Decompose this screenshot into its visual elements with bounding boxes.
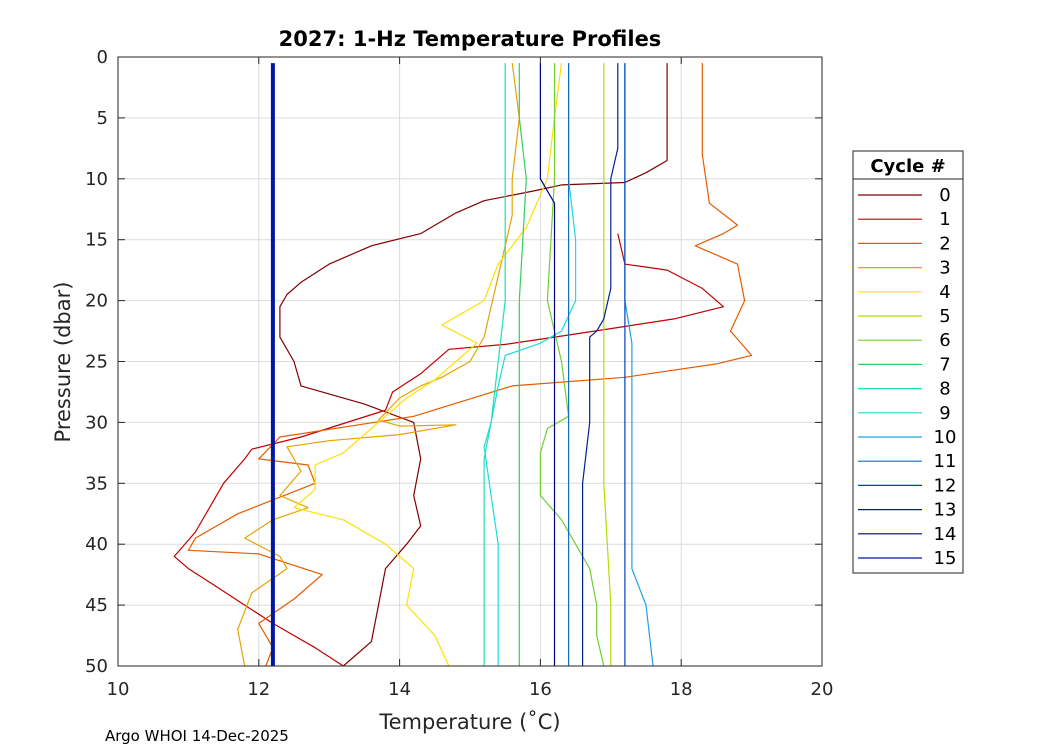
axis-ticks: 10 12 14 16 18 20 0 5 10 15 20 25 30 35 40 45 50 xyxy=(85,47,833,700)
legend-label-cycle-7: 7 xyxy=(939,354,950,375)
series-line-cycle-13 xyxy=(581,63,619,666)
legend-label-cycle-14: 14 xyxy=(934,524,957,545)
legend-label-cycle-4: 4 xyxy=(939,282,950,303)
y-tick-label: 25 xyxy=(85,352,108,373)
x-tick-label: 16 xyxy=(529,679,552,700)
series-line-cycle-1 xyxy=(173,233,725,667)
legend-label-cycle-12: 12 xyxy=(934,475,957,496)
y-tick-label: 10 xyxy=(85,169,108,190)
legend-label-cycle-15: 15 xyxy=(934,548,957,569)
y-tick-label: 35 xyxy=(85,473,108,494)
y-tick-label: 45 xyxy=(85,595,108,616)
legend-box xyxy=(852,150,964,574)
series-line-cycle-7 xyxy=(518,63,527,666)
series-line-cycle-5 xyxy=(603,63,612,666)
series-line-cycle-3 xyxy=(237,63,520,667)
legend-title: Cycle # xyxy=(870,156,945,177)
y-tick-label: 15 xyxy=(85,230,108,251)
legend-label-cycle-13: 13 xyxy=(934,500,957,521)
series-line-cycle-6 xyxy=(539,63,605,667)
series-line-cycle-2 xyxy=(187,63,753,667)
x-tick-label: 10 xyxy=(107,679,130,700)
x-axis-label: Temperature (˚C) xyxy=(378,710,560,734)
x-tick-label: 14 xyxy=(388,679,411,700)
y-axis-label: Pressure (dbar) xyxy=(51,282,75,443)
legend-label-cycle-10: 10 xyxy=(934,427,957,448)
y-tick-label: 0 xyxy=(97,47,108,68)
legend-label-cycle-11: 11 xyxy=(934,451,957,472)
y-tick-label: 5 xyxy=(97,108,108,129)
chart-title: 2027: 1-Hz Temperature Profiles xyxy=(279,27,662,51)
footer-credit: Argo WHOI 14-Dec-2025 xyxy=(105,727,289,745)
series-line-cycle-4 xyxy=(293,63,563,667)
legend-label-cycle-1: 1 xyxy=(939,209,950,230)
y-tick-label: 50 xyxy=(85,656,108,677)
legend-label-cycle-9: 9 xyxy=(939,403,950,424)
x-tick-label: 18 xyxy=(670,679,693,700)
legend-label-cycle-5: 5 xyxy=(939,306,950,327)
y-tick-label: 20 xyxy=(85,291,108,312)
y-tick-label: 40 xyxy=(85,534,108,555)
y-tick-label: 30 xyxy=(85,412,108,433)
legend-label-cycle-8: 8 xyxy=(939,379,950,400)
legend-label-cycle-6: 6 xyxy=(939,330,950,351)
x-tick-label: 12 xyxy=(247,679,270,700)
x-tick-label: 20 xyxy=(811,679,834,700)
series-lines xyxy=(173,63,753,667)
series-line-cycle-9 xyxy=(483,63,577,666)
legend-label-cycle-0: 0 xyxy=(939,185,950,206)
series-line-cycle-0 xyxy=(279,63,668,667)
legend-label-cycle-2: 2 xyxy=(939,233,950,254)
series-line-cycle-14 xyxy=(539,63,556,666)
legend-label-cycle-3: 3 xyxy=(939,258,950,279)
